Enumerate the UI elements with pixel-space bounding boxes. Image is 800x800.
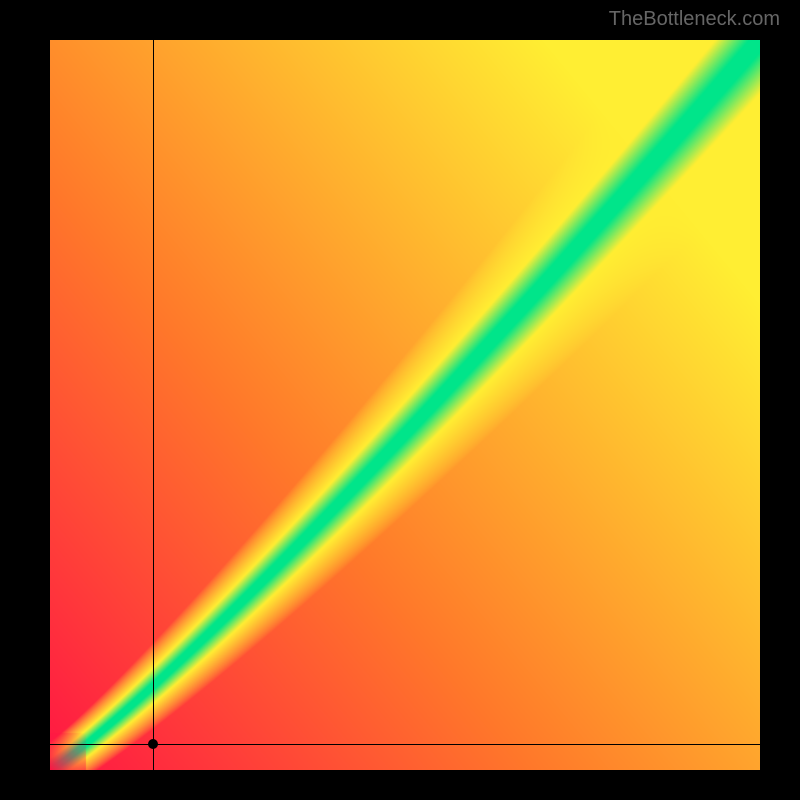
watermark-text: TheBottleneck.com <box>609 8 780 31</box>
crosshair-marker <box>148 739 158 749</box>
heatmap-chart <box>50 40 760 770</box>
heatmap-canvas <box>50 40 760 770</box>
crosshair-vertical <box>153 40 154 770</box>
